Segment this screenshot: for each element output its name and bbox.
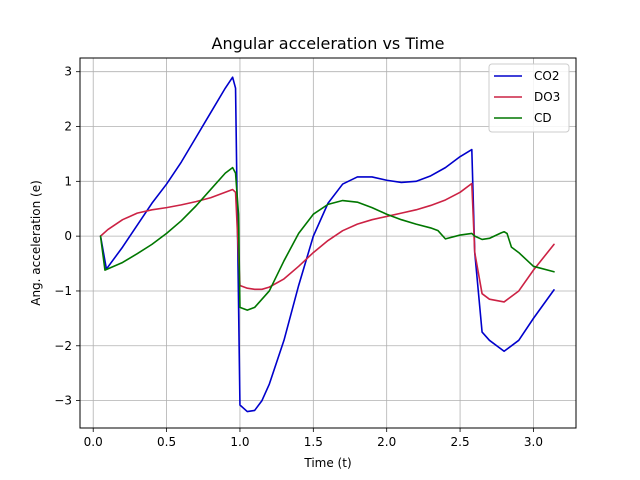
y-tick-label: 3 (64, 65, 72, 79)
y-tick-label: 0 (64, 229, 72, 243)
y-tick-label: −3 (54, 394, 72, 408)
chart-title: Angular acceleration vs Time (212, 34, 445, 53)
y-tick-label: −1 (54, 284, 72, 298)
x-axis-label: Time (t) (303, 456, 351, 470)
ticks (76, 71, 534, 432)
x-tick-label: 2.0 (377, 435, 396, 449)
plot-frame (79, 57, 577, 429)
legend-label-co2: CO2 (534, 69, 559, 83)
x-tick-label: 0.0 (84, 435, 103, 449)
y-tick-label: −2 (54, 339, 72, 353)
tick-labels: 0.0 0.5 1.0 1.5 2.0 2.5 3.0 −3 −2 −1 0 1 2 3 (54, 65, 543, 449)
x-tick-label: 2.5 (451, 435, 470, 449)
legend-label-do3: DO3 (534, 90, 560, 104)
legend: CO2 DO3 CD (488, 63, 570, 133)
series-lines (99, 76, 555, 413)
series-line-do3 (99, 182, 555, 303)
y-tick-label: 2 (64, 120, 72, 134)
legend-label-cd: CD (534, 111, 552, 125)
y-axis-label: Ang. acceleration (e) (29, 180, 43, 306)
x-tick-label: 1.5 (304, 435, 323, 449)
x-tick-label: 0.5 (157, 435, 176, 449)
legend-box (488, 63, 570, 133)
y-tick-label: 1 (64, 174, 72, 188)
x-tick-label: 3.0 (524, 435, 543, 449)
x-tick-label: 1.0 (230, 435, 249, 449)
series-line-cd (99, 166, 555, 311)
